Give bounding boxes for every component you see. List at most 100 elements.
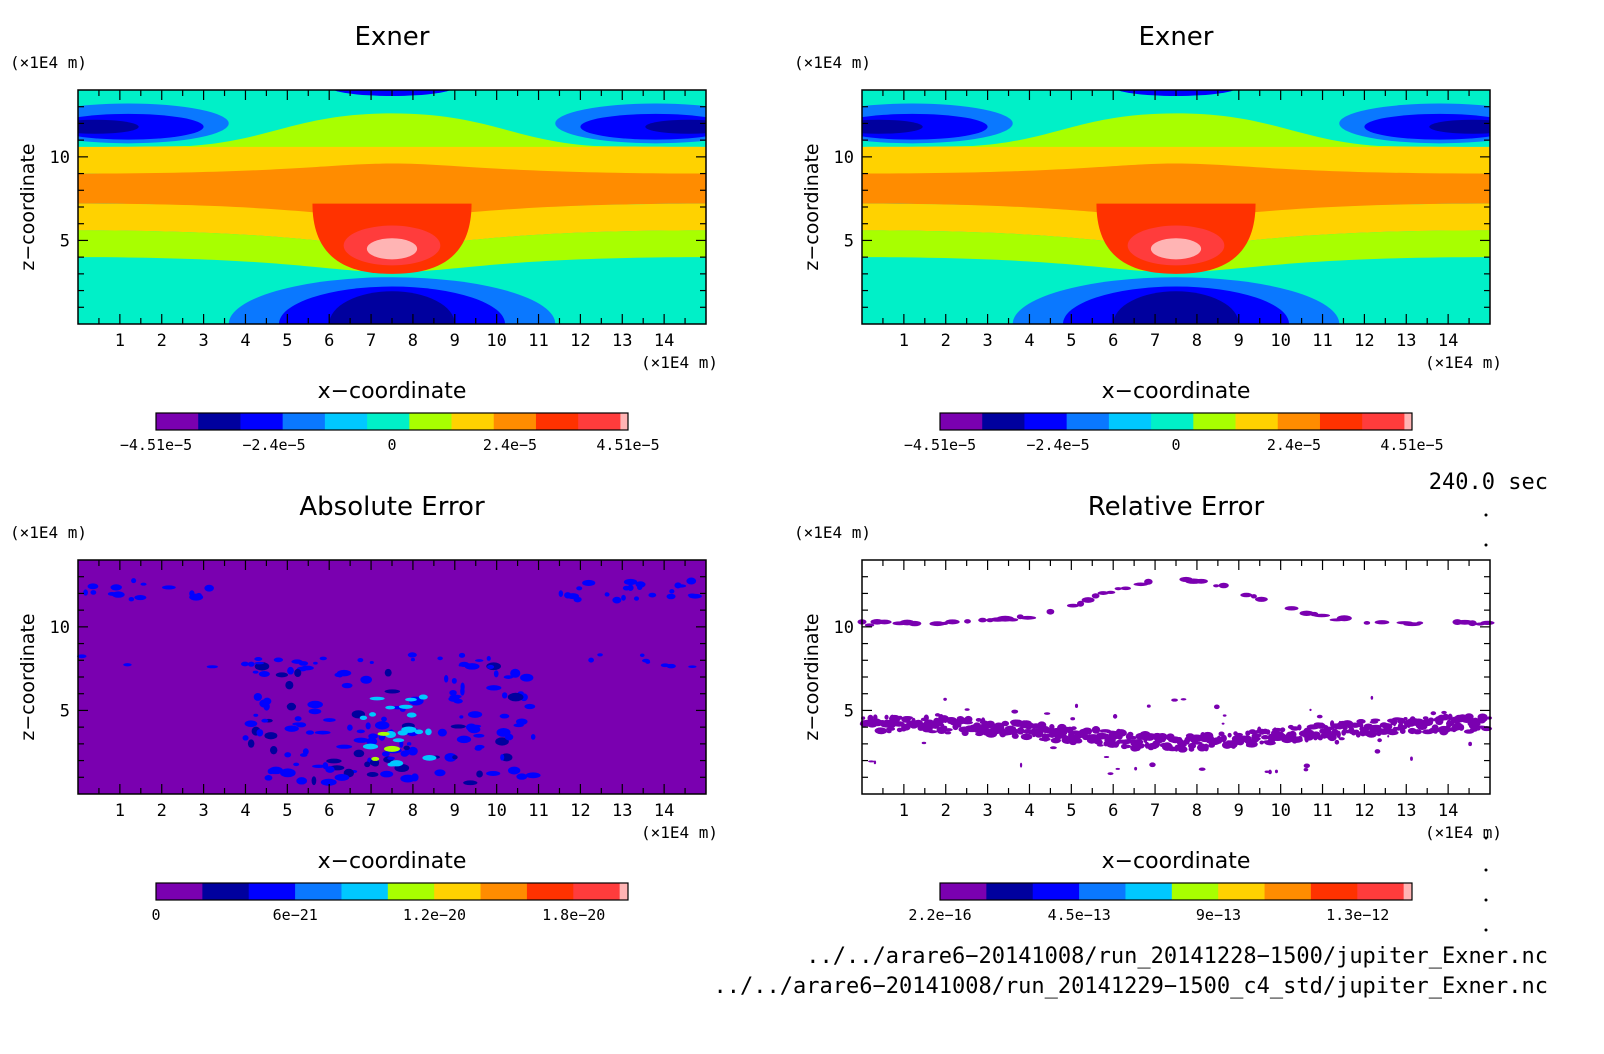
error-speck bbox=[566, 593, 580, 600]
y-tick-label: 10 bbox=[50, 618, 70, 638]
relerr-mark bbox=[1091, 593, 1100, 599]
relerr-dot bbox=[1011, 709, 1019, 714]
relerr-mark bbox=[1135, 739, 1143, 743]
relerr-mark bbox=[1011, 733, 1019, 739]
relerr-mark bbox=[1188, 746, 1195, 752]
panel-title: Exner bbox=[1139, 22, 1214, 52]
error-speck bbox=[612, 596, 622, 604]
colorbar-swatch bbox=[1235, 413, 1279, 430]
x-tick-label: 3 bbox=[198, 801, 208, 821]
y-unit-label: (×1E4 m) bbox=[794, 53, 871, 72]
relerr-mark bbox=[1020, 733, 1033, 741]
colorbar-frame bbox=[155, 882, 629, 901]
colorbar-label: −2.4e−5 bbox=[242, 436, 305, 454]
error-speck bbox=[452, 755, 458, 760]
colorbar-label: 4.5e−13 bbox=[1048, 906, 1111, 924]
error-speck bbox=[449, 694, 462, 699]
error-speck bbox=[161, 585, 176, 590]
x-tick-label: 4 bbox=[1024, 801, 1034, 821]
error-speck bbox=[451, 677, 457, 684]
error-speck bbox=[604, 592, 609, 597]
error-speck bbox=[621, 594, 626, 601]
x-tick-label: 1 bbox=[899, 801, 909, 821]
error-speck bbox=[516, 718, 528, 725]
panel-4: Relative Error(×1E4 m)1 2 3 4 5 6 7 8 9 10 11 12 13 1… bbox=[794, 492, 1502, 924]
x-tick-label: 4 bbox=[240, 331, 250, 351]
colorbar-label: 9e−13 bbox=[1196, 906, 1241, 924]
colorbar-label: −4.51e−5 bbox=[904, 436, 976, 454]
error-speck bbox=[686, 577, 697, 585]
relerr-mark bbox=[1213, 584, 1220, 588]
error-speck bbox=[366, 737, 378, 746]
relerr-dot bbox=[1250, 738, 1256, 743]
relerr-mark bbox=[1177, 745, 1188, 753]
relerr-dot bbox=[1338, 737, 1345, 741]
error-speck bbox=[269, 746, 278, 755]
colorbar-swatch bbox=[451, 413, 495, 430]
error-speck bbox=[293, 762, 300, 767]
error-speck bbox=[284, 725, 299, 732]
error-speck bbox=[635, 581, 646, 588]
error-speck bbox=[380, 770, 394, 778]
relerr-mark bbox=[1468, 620, 1477, 627]
error-background bbox=[78, 560, 706, 794]
colorbar-swatch bbox=[573, 883, 621, 900]
colorbar-swatch bbox=[986, 883, 1034, 900]
relerr-mark bbox=[1240, 592, 1253, 598]
relerr-mark bbox=[1261, 735, 1270, 740]
error-speck bbox=[286, 702, 297, 711]
error-speck bbox=[253, 713, 259, 717]
relerr-mark bbox=[964, 619, 971, 624]
x-tick-label: 9 bbox=[450, 801, 460, 821]
x-tick-label: 14 bbox=[654, 801, 674, 821]
error-speck bbox=[357, 658, 364, 663]
x-tick-label: 10 bbox=[1270, 331, 1290, 351]
relerr-mark bbox=[1397, 725, 1408, 730]
error-speck bbox=[444, 753, 457, 762]
error-speck bbox=[131, 578, 137, 584]
error-speck bbox=[500, 754, 505, 761]
error-speck bbox=[648, 592, 657, 598]
error-speck bbox=[504, 733, 514, 741]
error-speck bbox=[294, 668, 302, 678]
error-speck bbox=[493, 670, 499, 678]
error-speck-cyan bbox=[387, 762, 396, 767]
relerr-dot bbox=[1049, 746, 1057, 750]
colorbar-swatch bbox=[1079, 883, 1126, 900]
margin-dot bbox=[1484, 836, 1488, 840]
relerr-dot bbox=[964, 708, 970, 711]
error-speck bbox=[294, 716, 302, 722]
relerr-mark bbox=[1087, 734, 1099, 738]
relerr-mark bbox=[1370, 718, 1381, 722]
colorbar-label: 1.3e−12 bbox=[1326, 906, 1389, 924]
error-speck bbox=[326, 758, 342, 764]
error-speck bbox=[403, 745, 410, 751]
relerr-mark bbox=[1136, 743, 1146, 748]
error-speck bbox=[264, 732, 278, 740]
relerr-mark bbox=[1046, 608, 1055, 615]
margin-dot bbox=[1484, 928, 1488, 932]
x-tick-label: 10 bbox=[486, 331, 506, 351]
relerr-mark bbox=[1319, 722, 1325, 729]
relerr-dot bbox=[934, 713, 941, 717]
error-speck bbox=[495, 737, 509, 746]
relerr-mark bbox=[1106, 590, 1116, 594]
relerr-mark bbox=[1480, 620, 1495, 625]
colorbar-label: −4.51e−5 bbox=[120, 436, 192, 454]
x-axis-label: x−coordinate bbox=[1102, 379, 1251, 404]
relerr-dot bbox=[1213, 704, 1220, 710]
relerr-mark bbox=[1482, 716, 1488, 722]
relerr-mark bbox=[923, 714, 929, 722]
x-tick-label: 13 bbox=[612, 331, 632, 351]
x-tick-label: 11 bbox=[1312, 331, 1332, 351]
error-speck bbox=[323, 718, 336, 722]
panel-1: Exner(×1E4 m)1 2 3 4 5 6 7 8 9 10 11 12 13 14510(×1E4… bbox=[10, 22, 718, 454]
x-tick-label: 11 bbox=[528, 801, 548, 821]
relerr-mark bbox=[897, 715, 903, 720]
relerr-dot bbox=[1393, 722, 1396, 727]
colorbar-swatch bbox=[1066, 413, 1110, 430]
colorbar-label: 4.51e−5 bbox=[1380, 436, 1443, 454]
error-speck bbox=[258, 670, 270, 677]
error-speck-cyan bbox=[392, 738, 405, 743]
x-tick-label: 7 bbox=[1150, 801, 1160, 821]
